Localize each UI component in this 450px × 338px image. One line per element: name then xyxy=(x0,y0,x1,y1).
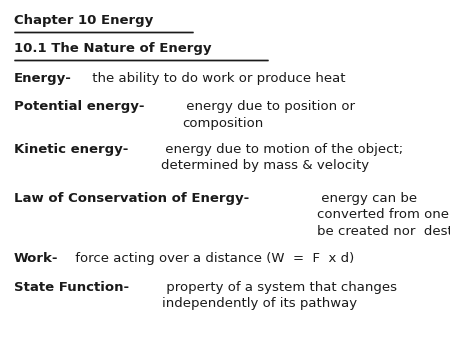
Text: State Function-: State Function- xyxy=(14,281,129,294)
Text: Energy-: Energy- xyxy=(14,72,72,85)
Text: force acting over a distance (W  =  F  x d): force acting over a distance (W = F x d) xyxy=(71,252,354,265)
Text: the ability to do work or produce heat: the ability to do work or produce heat xyxy=(88,72,346,85)
Text: energy due to motion of the object;
determined by mass & velocity: energy due to motion of the object; dete… xyxy=(161,143,403,172)
Text: Work-: Work- xyxy=(14,252,58,265)
Text: property of a system that changes
independently of its pathway: property of a system that changes indepe… xyxy=(162,281,397,311)
Text: energy due to position or
composition: energy due to position or composition xyxy=(182,100,355,129)
Text: 10.1 The Nature of Energy: 10.1 The Nature of Energy xyxy=(14,42,211,55)
Text: Chapter 10 Energy: Chapter 10 Energy xyxy=(14,14,153,27)
Text: Potential energy-: Potential energy- xyxy=(14,100,144,113)
Text: Law of Conservation of Energy-: Law of Conservation of Energy- xyxy=(14,192,249,205)
Text: energy can be
converted from one form to another but can neither
be created nor : energy can be converted from one form to… xyxy=(317,192,450,238)
Text: Kinetic energy-: Kinetic energy- xyxy=(14,143,128,156)
